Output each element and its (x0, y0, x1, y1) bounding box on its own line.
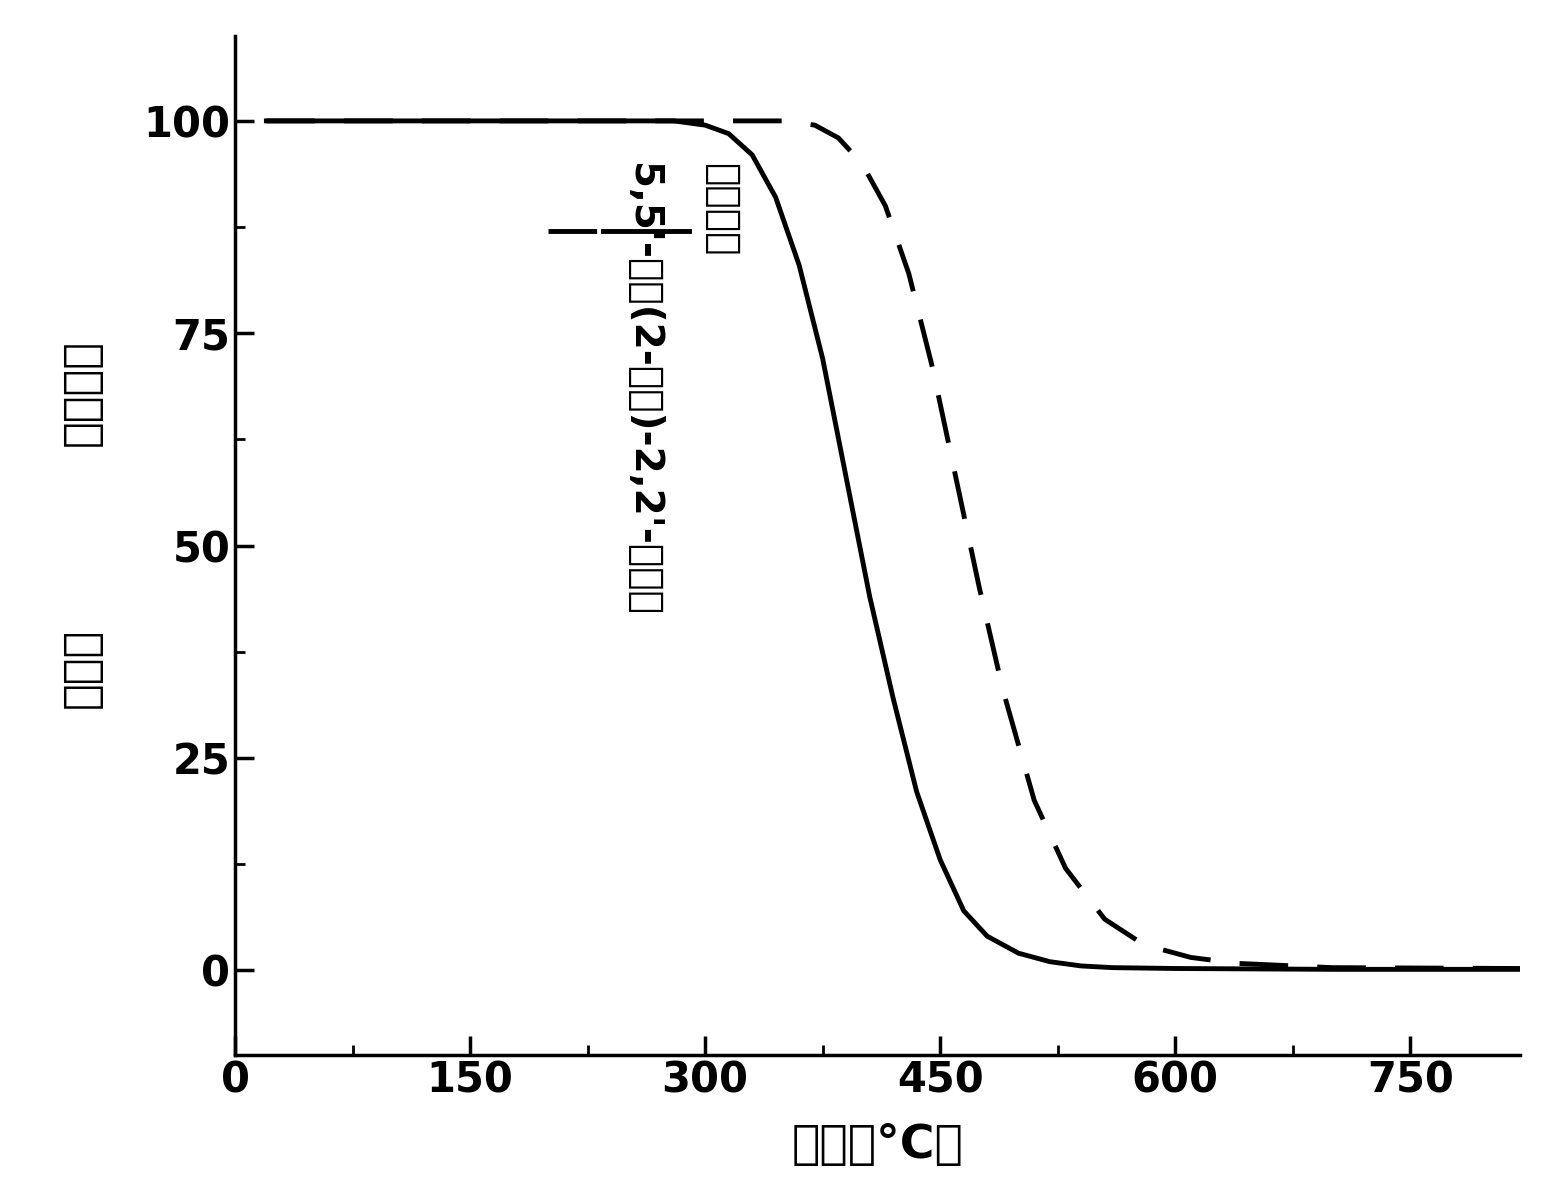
Text: 六联噌芬: 六联噌芬 (702, 163, 740, 257)
Text: 剩余重量: 剩余重量 (60, 339, 102, 446)
Text: （％）: （％） (60, 628, 102, 707)
Text: 5,5'-一一(2-菲基)-2,2'-一噌芬: 5,5'-一一(2-菲基)-2,2'-一噌芬 (624, 163, 661, 616)
X-axis label: 温度（°C）: 温度（°C） (791, 1122, 964, 1168)
